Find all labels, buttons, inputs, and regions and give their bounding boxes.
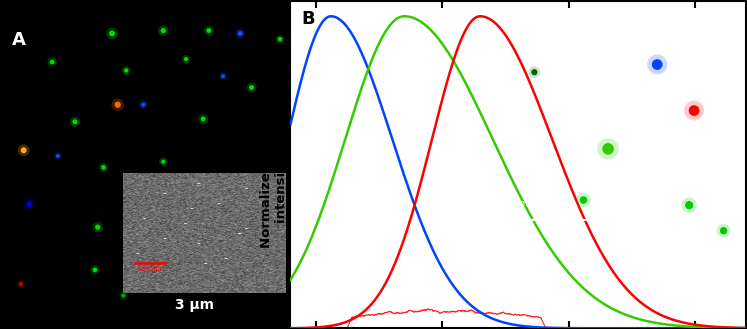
Point xyxy=(217,74,229,79)
Point xyxy=(169,273,181,278)
Point xyxy=(180,57,192,62)
Point xyxy=(203,28,215,33)
Point xyxy=(117,293,129,298)
Point xyxy=(112,102,124,107)
Point xyxy=(246,85,258,90)
Point xyxy=(69,119,81,124)
Point xyxy=(106,31,118,36)
Point xyxy=(117,293,129,298)
Point xyxy=(52,153,63,159)
Point xyxy=(120,68,132,73)
Point xyxy=(15,282,27,287)
Point xyxy=(155,210,167,215)
Point xyxy=(97,165,109,170)
Point xyxy=(235,31,247,36)
Point xyxy=(92,224,104,230)
Point xyxy=(123,196,135,201)
Text: B: B xyxy=(302,11,315,29)
Point xyxy=(137,102,149,107)
Point xyxy=(23,202,35,207)
Point xyxy=(123,196,135,201)
Point xyxy=(158,28,170,33)
Point xyxy=(203,28,215,33)
Text: A: A xyxy=(12,31,26,49)
Point xyxy=(197,116,209,121)
Point xyxy=(235,31,247,36)
Point xyxy=(197,116,209,121)
Y-axis label: Normalized scattering
intensity (a. u.): Normalized scattering intensity (a. u.) xyxy=(260,81,288,248)
Point xyxy=(158,28,170,33)
Point xyxy=(46,59,58,64)
Point xyxy=(158,159,170,164)
Point xyxy=(106,31,118,36)
Point xyxy=(217,74,229,79)
Point xyxy=(18,148,30,153)
Text: 3 μm: 3 μm xyxy=(175,298,214,313)
Point xyxy=(137,102,149,107)
Point xyxy=(92,224,104,230)
Point xyxy=(89,267,101,272)
Point xyxy=(149,244,161,250)
Point xyxy=(52,153,63,159)
Point xyxy=(155,210,167,215)
Point xyxy=(112,102,124,107)
Point xyxy=(18,148,30,153)
Point xyxy=(203,279,215,284)
Point xyxy=(149,244,161,250)
Point xyxy=(97,165,109,170)
Point xyxy=(169,273,181,278)
Point xyxy=(89,267,101,272)
Point xyxy=(246,85,258,90)
Point xyxy=(23,202,35,207)
Point xyxy=(46,59,58,64)
Point xyxy=(158,159,170,164)
Point xyxy=(274,37,286,42)
Point xyxy=(120,68,132,73)
Point xyxy=(203,279,215,284)
Point xyxy=(180,57,192,62)
Point xyxy=(15,282,27,287)
Point xyxy=(69,119,81,124)
Point xyxy=(274,37,286,42)
